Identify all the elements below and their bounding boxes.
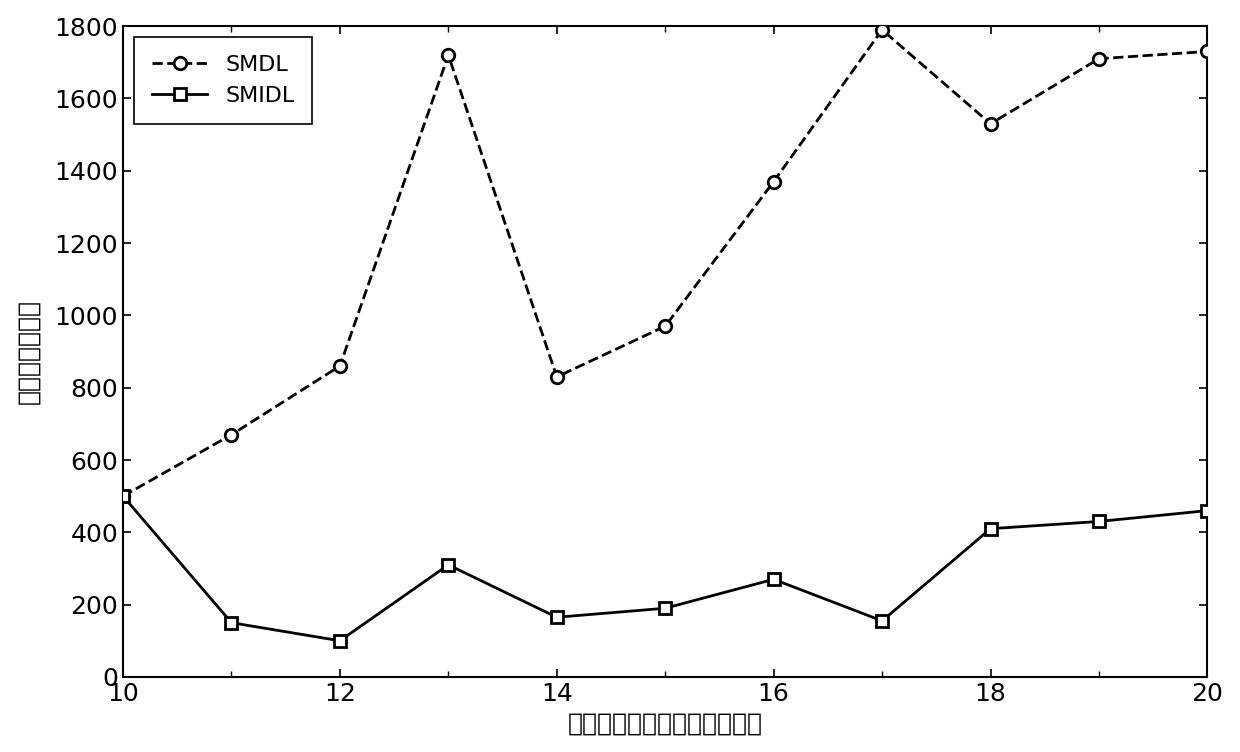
Line: SMIDL: SMIDL (117, 490, 1214, 647)
Y-axis label: 训练时间（秒）: 训练时间（秒） (16, 299, 41, 404)
SMIDL (983, 524, 998, 533)
Line: SMDL: SMDL (117, 23, 1214, 502)
SMDL (441, 50, 456, 59)
SMIDL (874, 617, 889, 626)
SMDL (1091, 54, 1106, 63)
SMDL (766, 177, 781, 186)
SMDL (549, 372, 564, 381)
SMDL (874, 26, 889, 35)
SMDL (1200, 47, 1215, 56)
SMIDL (441, 560, 456, 569)
SMIDL (224, 618, 239, 627)
SMIDL (1091, 517, 1106, 526)
SMDL (224, 430, 239, 439)
SMDL (657, 322, 672, 331)
SMDL (332, 362, 347, 371)
X-axis label: 有类别标记的训练样本类别数: 有类别标记的训练样本类别数 (568, 711, 763, 735)
SMDL (115, 492, 130, 501)
Legend: SMDL, SMIDL: SMDL, SMIDL (134, 38, 312, 124)
SMIDL (115, 492, 130, 501)
SMIDL (766, 575, 781, 584)
SMIDL (332, 636, 347, 645)
SMDL (983, 120, 998, 129)
SMIDL (1200, 506, 1215, 515)
SMIDL (657, 604, 672, 613)
SMIDL (549, 613, 564, 622)
